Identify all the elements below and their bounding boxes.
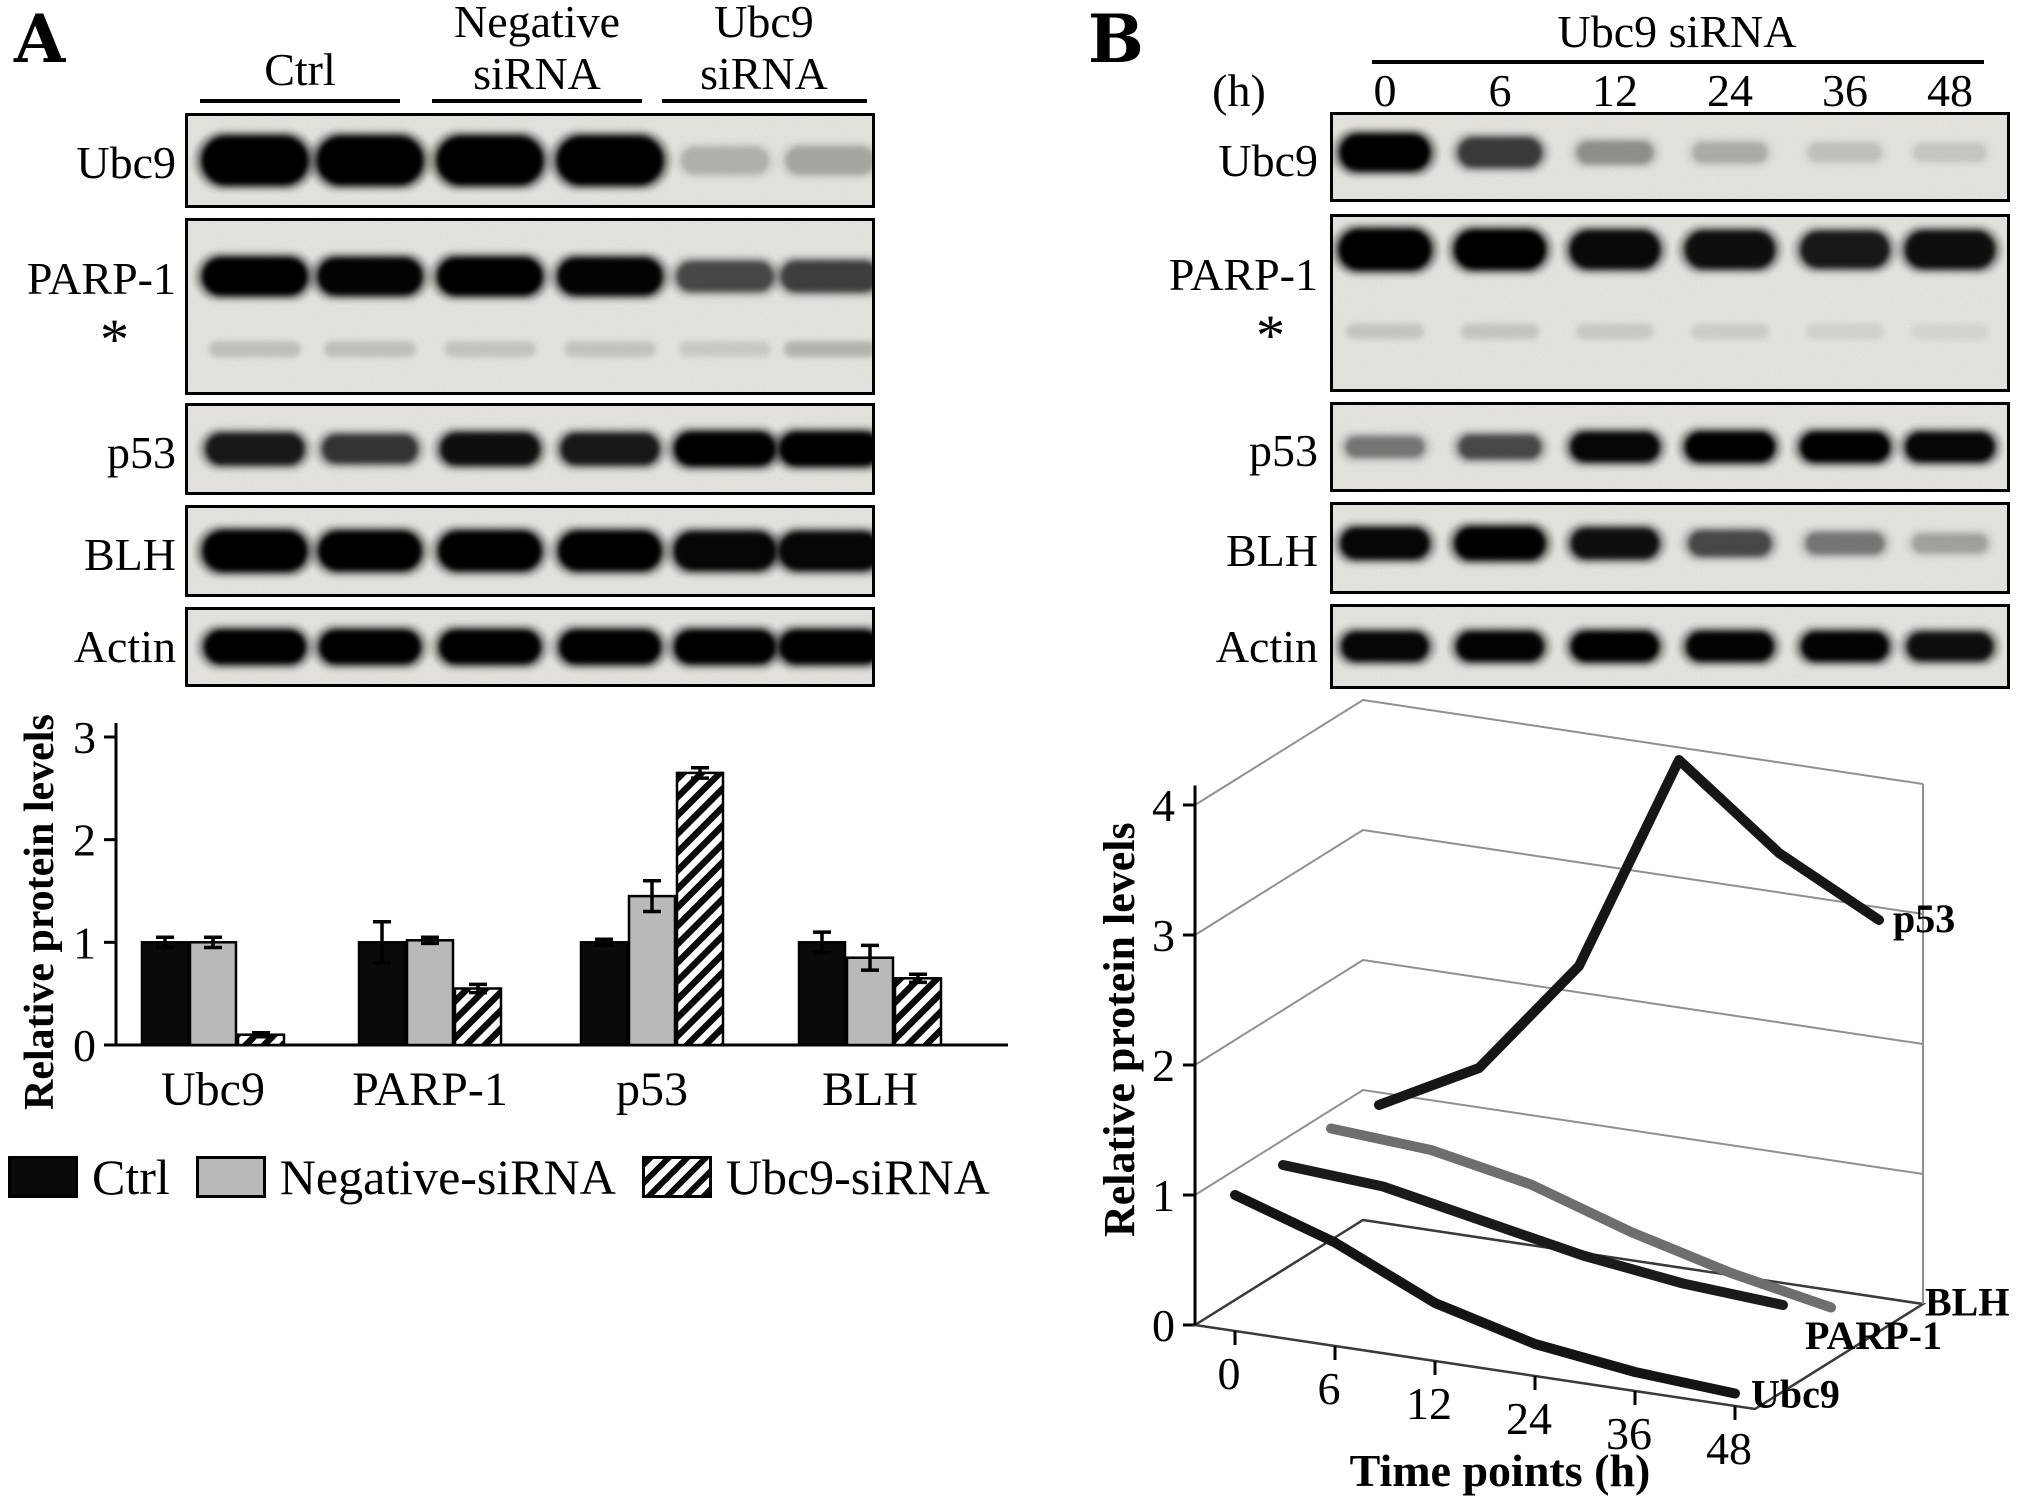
panel-a-group-label-0: Ctrl	[264, 44, 336, 95]
series-line-Ubc9	[1230, 1190, 1740, 1399]
legend-item-label: Negative-siRNA	[279, 1149, 616, 1205]
svg-text:24: 24	[1506, 1393, 1552, 1444]
panel-b-label: B	[1088, 0, 1144, 78]
series-label-p53: p53	[1893, 896, 1955, 941]
panel-a-group-label-2: Ubc9 siRNA	[700, 0, 828, 99]
series-label-PARP-1: PARP-1	[1805, 1313, 1942, 1358]
panel-b-header-underline	[1372, 60, 1984, 64]
series-line-p53	[1374, 755, 1884, 1110]
time-point-label-48: 48	[1927, 65, 1973, 116]
time-point-label-12: 12	[1592, 65, 1638, 116]
series-label-BLH: BLH	[1925, 1280, 2009, 1325]
svg-text:4: 4	[1152, 780, 1175, 831]
legend-item-label: Ctrl	[92, 1149, 170, 1205]
panel-a-group-underline-0	[200, 99, 400, 103]
legend-item-0: Ctrl	[8, 1148, 170, 1206]
ubc9-blot-a	[185, 113, 875, 208]
blot-row-label-BLH-b: BLH	[1226, 525, 1318, 576]
p53-blot-b	[1330, 402, 2010, 492]
svg-text:3: 3	[1152, 910, 1175, 961]
time-point-label-24: 24	[1707, 65, 1753, 116]
blh-blot-a	[185, 505, 875, 597]
parp-1-blot-a	[185, 218, 875, 395]
svg-text:6: 6	[1318, 1363, 1341, 1414]
time-point-label-36: 36	[1822, 65, 1868, 116]
svg-text:2: 2	[1152, 1040, 1175, 1091]
actin-blot-b	[1330, 604, 2010, 689]
blot-row-label-PARP-1-a: PARP-1	[26, 253, 176, 304]
p53-blot-a	[185, 403, 875, 495]
svg-text:48: 48	[1706, 1423, 1752, 1474]
panel-a-group-underline-2	[662, 99, 867, 103]
blot-row-label-Actin-b: Actin	[1215, 621, 1318, 672]
parp-1-blot-b	[1330, 214, 2010, 392]
svg-text:p53: p53	[616, 1063, 688, 1116]
relative-protein-levels-bar-chart: 0 1 2 3 Ubc9 PARP-1 p53 BLH	[73, 712, 1008, 1116]
svg-text:BLH: BLH	[822, 1063, 918, 1116]
blh-blot-b	[1330, 502, 2010, 594]
svg-text:2: 2	[73, 815, 96, 866]
series-line-BLH	[1326, 1123, 1836, 1313]
blot-row-label-p53-a: p53	[107, 427, 176, 478]
svg-text:0: 0	[73, 1020, 96, 1071]
legend-item-2: Ubc9-siRNA	[641, 1148, 990, 1206]
blot-row-label-Ubc9-a: Ubc9	[76, 137, 176, 188]
blot-row-label-PARP-1-b: PARP-1	[1168, 249, 1318, 300]
panel-a-group-underline-1	[432, 99, 642, 103]
actin-blot-a	[185, 607, 875, 687]
series-line-PARP-1	[1278, 1160, 1788, 1310]
legend-swatch-solid-gray	[195, 1156, 266, 1198]
svg-text:3: 3	[73, 712, 96, 763]
svg-text:1: 1	[1152, 1170, 1175, 1221]
blot-row-label-Actin-a: Actin	[73, 621, 176, 672]
svg-text:Ubc9: Ubc9	[161, 1063, 265, 1116]
svg-text:36: 36	[1606, 1408, 1652, 1459]
svg-text:0: 0	[1218, 1348, 1241, 1399]
time-unit-label: (h)	[1212, 65, 1266, 116]
svg-text:12: 12	[1406, 1378, 1452, 1429]
svg-text:1: 1	[73, 917, 96, 968]
legend-swatch-hatched	[641, 1156, 712, 1198]
blot-row-label-Ubc9-b: Ubc9	[1218, 135, 1318, 186]
ubc9-blot-b	[1330, 112, 2010, 202]
asterisk-marker-a: *	[100, 307, 129, 372]
blot-row-label-p53-b: p53	[1249, 425, 1318, 476]
series-label-Ubc9: Ubc9	[1751, 1372, 1840, 1417]
bar-chart-legend: Ctrl Negative-siRNA Ubc9-siRNA	[8, 1148, 990, 1206]
panel-a-label: A	[14, 0, 66, 78]
legend-item-1: Negative-siRNA	[195, 1148, 616, 1206]
blot-row-label-BLH-a: BLH	[84, 529, 176, 580]
bar-chart-ylabel: Relative protein levels	[17, 714, 63, 1110]
time-point-label-0: 0	[1373, 65, 1397, 116]
legend-item-label: Ubc9-siRNA	[725, 1149, 990, 1205]
panel-b-header: Ubc9 siRNA	[1557, 6, 1797, 57]
legend-swatch-solid-black	[8, 1156, 78, 1198]
time-point-label-6: 6	[1488, 65, 1512, 116]
asterisk-marker-b: *	[1256, 303, 1285, 368]
svg-text:PARP-1: PARP-1	[352, 1063, 508, 1116]
panel-a-group-label-1: Negative siRNA	[453, 0, 621, 99]
svg-text:0: 0	[1152, 1300, 1175, 1351]
line-chart-xlabel: Time points (h)	[1349, 1445, 1651, 1496]
